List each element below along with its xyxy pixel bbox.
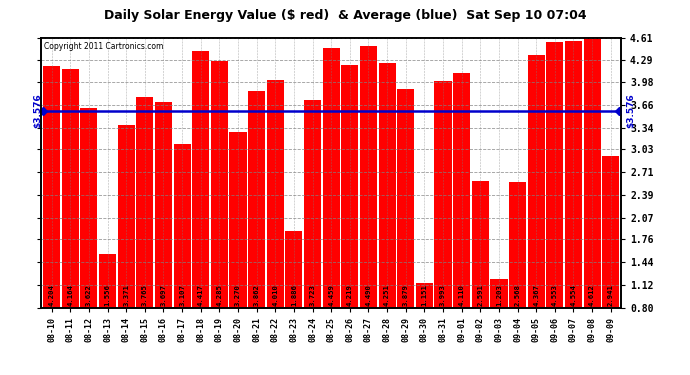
Text: 4.459: 4.459	[328, 284, 334, 306]
Text: 1.556: 1.556	[105, 284, 110, 306]
Bar	[323, 48, 339, 308]
Text: 3.107: 3.107	[179, 284, 185, 306]
Bar	[360, 46, 377, 308]
Text: 3.371: 3.371	[124, 284, 129, 306]
Bar	[416, 283, 433, 308]
Bar	[304, 100, 321, 308]
Text: 4.164: 4.164	[68, 284, 73, 306]
Text: 4.417: 4.417	[198, 284, 204, 306]
Text: 2.568: 2.568	[515, 284, 520, 306]
Text: 3.697: 3.697	[161, 284, 166, 306]
Bar	[435, 81, 451, 308]
Text: 3.622: 3.622	[86, 284, 92, 306]
Text: 4.285: 4.285	[217, 284, 222, 306]
Text: 4.110: 4.110	[459, 284, 464, 306]
Text: 4.553: 4.553	[552, 284, 558, 306]
Text: 3.862: 3.862	[254, 284, 259, 306]
Text: 4.219: 4.219	[347, 284, 353, 306]
Bar	[267, 80, 284, 308]
Bar	[491, 279, 508, 308]
Text: 4.367: 4.367	[533, 284, 539, 306]
Text: 1.886: 1.886	[291, 284, 297, 306]
Bar	[397, 89, 414, 308]
Text: Daily Solar Energy Value ($ red)  & Average (blue)  Sat Sep 10 07:04: Daily Solar Energy Value ($ red) & Avera…	[104, 9, 586, 22]
Bar	[230, 132, 246, 308]
Text: $3.576: $3.576	[33, 93, 42, 128]
Text: 2.941: 2.941	[608, 284, 613, 306]
Bar	[342, 65, 358, 308]
Bar	[286, 231, 302, 308]
Text: 3.765: 3.765	[142, 284, 148, 306]
Bar	[136, 98, 153, 308]
Bar	[117, 125, 135, 308]
Bar	[61, 69, 79, 308]
Text: 1.151: 1.151	[422, 284, 427, 306]
Text: 3.993: 3.993	[440, 284, 446, 306]
Text: 4.612: 4.612	[589, 284, 595, 306]
Bar	[565, 42, 582, 308]
Bar	[472, 181, 489, 308]
Bar	[546, 42, 564, 308]
Bar	[248, 90, 265, 308]
Text: 4.554: 4.554	[571, 284, 576, 306]
Bar	[80, 108, 97, 307]
Bar	[155, 102, 172, 308]
Bar	[528, 55, 545, 308]
Text: 2.591: 2.591	[477, 284, 483, 306]
Text: 1.203: 1.203	[496, 284, 502, 306]
Bar	[509, 182, 526, 308]
Text: 4.251: 4.251	[384, 284, 390, 306]
Bar	[211, 60, 228, 308]
Bar	[99, 254, 116, 308]
Bar	[193, 51, 209, 308]
Text: 3.723: 3.723	[310, 284, 315, 306]
Text: 4.204: 4.204	[49, 284, 55, 306]
Bar	[379, 63, 395, 308]
Text: 4.490: 4.490	[366, 284, 371, 306]
Bar	[602, 156, 620, 308]
Text: Copyright 2011 Cartronics.com: Copyright 2011 Cartronics.com	[44, 42, 164, 51]
Bar	[173, 144, 190, 308]
Text: 3.270: 3.270	[235, 284, 241, 306]
Bar	[453, 73, 470, 308]
Text: 3.879: 3.879	[403, 284, 408, 306]
Bar	[43, 66, 60, 308]
Text: 4.010: 4.010	[273, 284, 278, 306]
Bar	[584, 38, 601, 308]
Text: $3.576: $3.576	[627, 93, 635, 128]
